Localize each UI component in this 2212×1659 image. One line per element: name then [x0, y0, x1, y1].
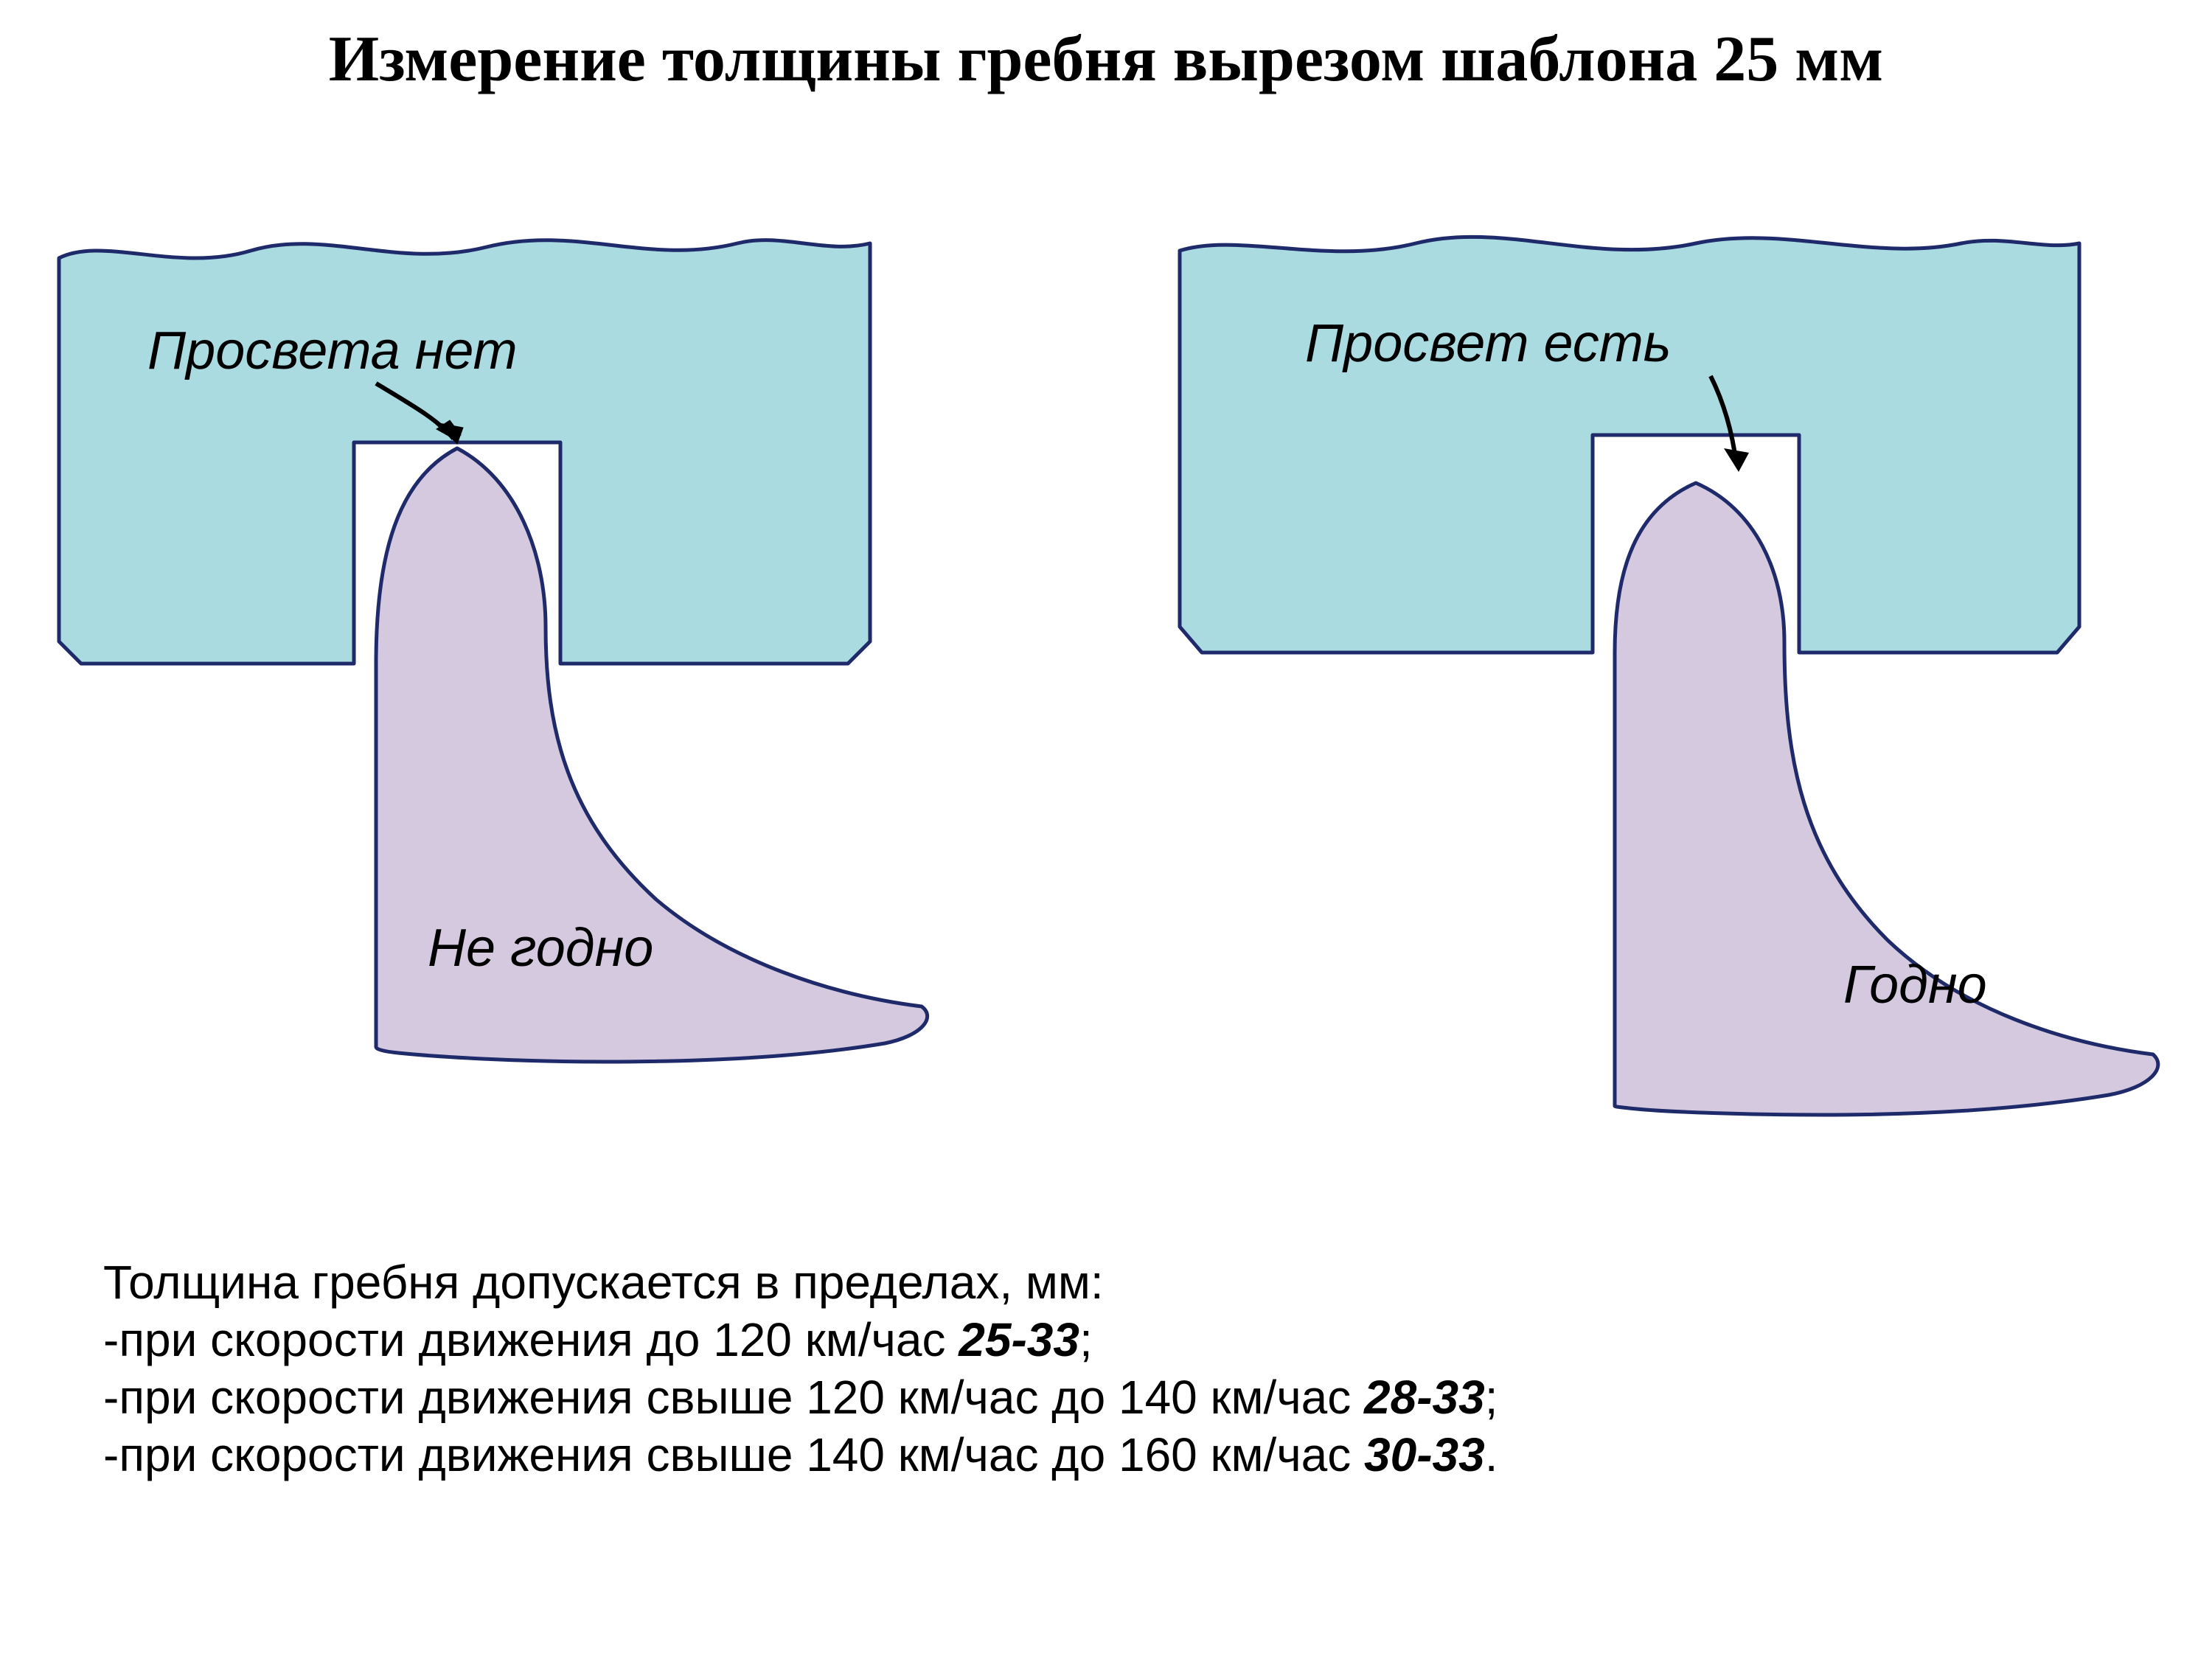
- page-root: Измерение толщины гребня вырезом шаблона…: [0, 0, 2212, 1659]
- left-gap-label: Просвета нет: [147, 321, 518, 380]
- diagram-svg: Просвета нет Не годно Про: [15, 170, 2197, 1172]
- right-diagram: Просвет есть Годно: [1180, 237, 2158, 1115]
- page-title: Измерение толщины гребня вырезом шаблона…: [0, 22, 2212, 97]
- notes-item-0-suffix: ;: [1079, 1313, 1093, 1366]
- notes-item-2-prefix: -при скорости движения свыше 140 км/час …: [103, 1428, 1364, 1481]
- notes-intro: Толщина гребня допускается в пределах, м…: [103, 1253, 2020, 1311]
- notes-item-1: -при скорости движения свыше 120 км/час …: [103, 1368, 2020, 1426]
- notes-item-0-value: 25-33: [959, 1313, 1079, 1366]
- notes-item-2: -при скорости движения свыше 140 км/час …: [103, 1426, 2020, 1484]
- notes-item-1-prefix: -при скорости движения свыше 120 км/час …: [103, 1371, 1364, 1424]
- notes-item-0-prefix: -при скорости движения до 120 км/час: [103, 1313, 959, 1366]
- right-status-label: Годно: [1843, 956, 1987, 1015]
- notes-item-2-value: 30-33: [1364, 1428, 1485, 1481]
- diagram-area: Просвета нет Не годно Про: [15, 170, 2197, 1172]
- left-status-label: Не годно: [428, 919, 653, 978]
- notes-item-1-suffix: ;: [1485, 1371, 1498, 1424]
- left-diagram: Просвета нет Не годно: [59, 240, 928, 1062]
- notes-block: Толщина гребня допускается в пределах, м…: [103, 1253, 2020, 1484]
- right-arrowhead: [1724, 448, 1749, 472]
- right-gap-label: Просвет есть: [1305, 314, 1672, 373]
- notes-item-1-value: 28-33: [1364, 1371, 1485, 1424]
- notes-item-2-suffix: .: [1485, 1428, 1498, 1481]
- notes-item-0: -при скорости движения до 120 км/час 25-…: [103, 1311, 2020, 1368]
